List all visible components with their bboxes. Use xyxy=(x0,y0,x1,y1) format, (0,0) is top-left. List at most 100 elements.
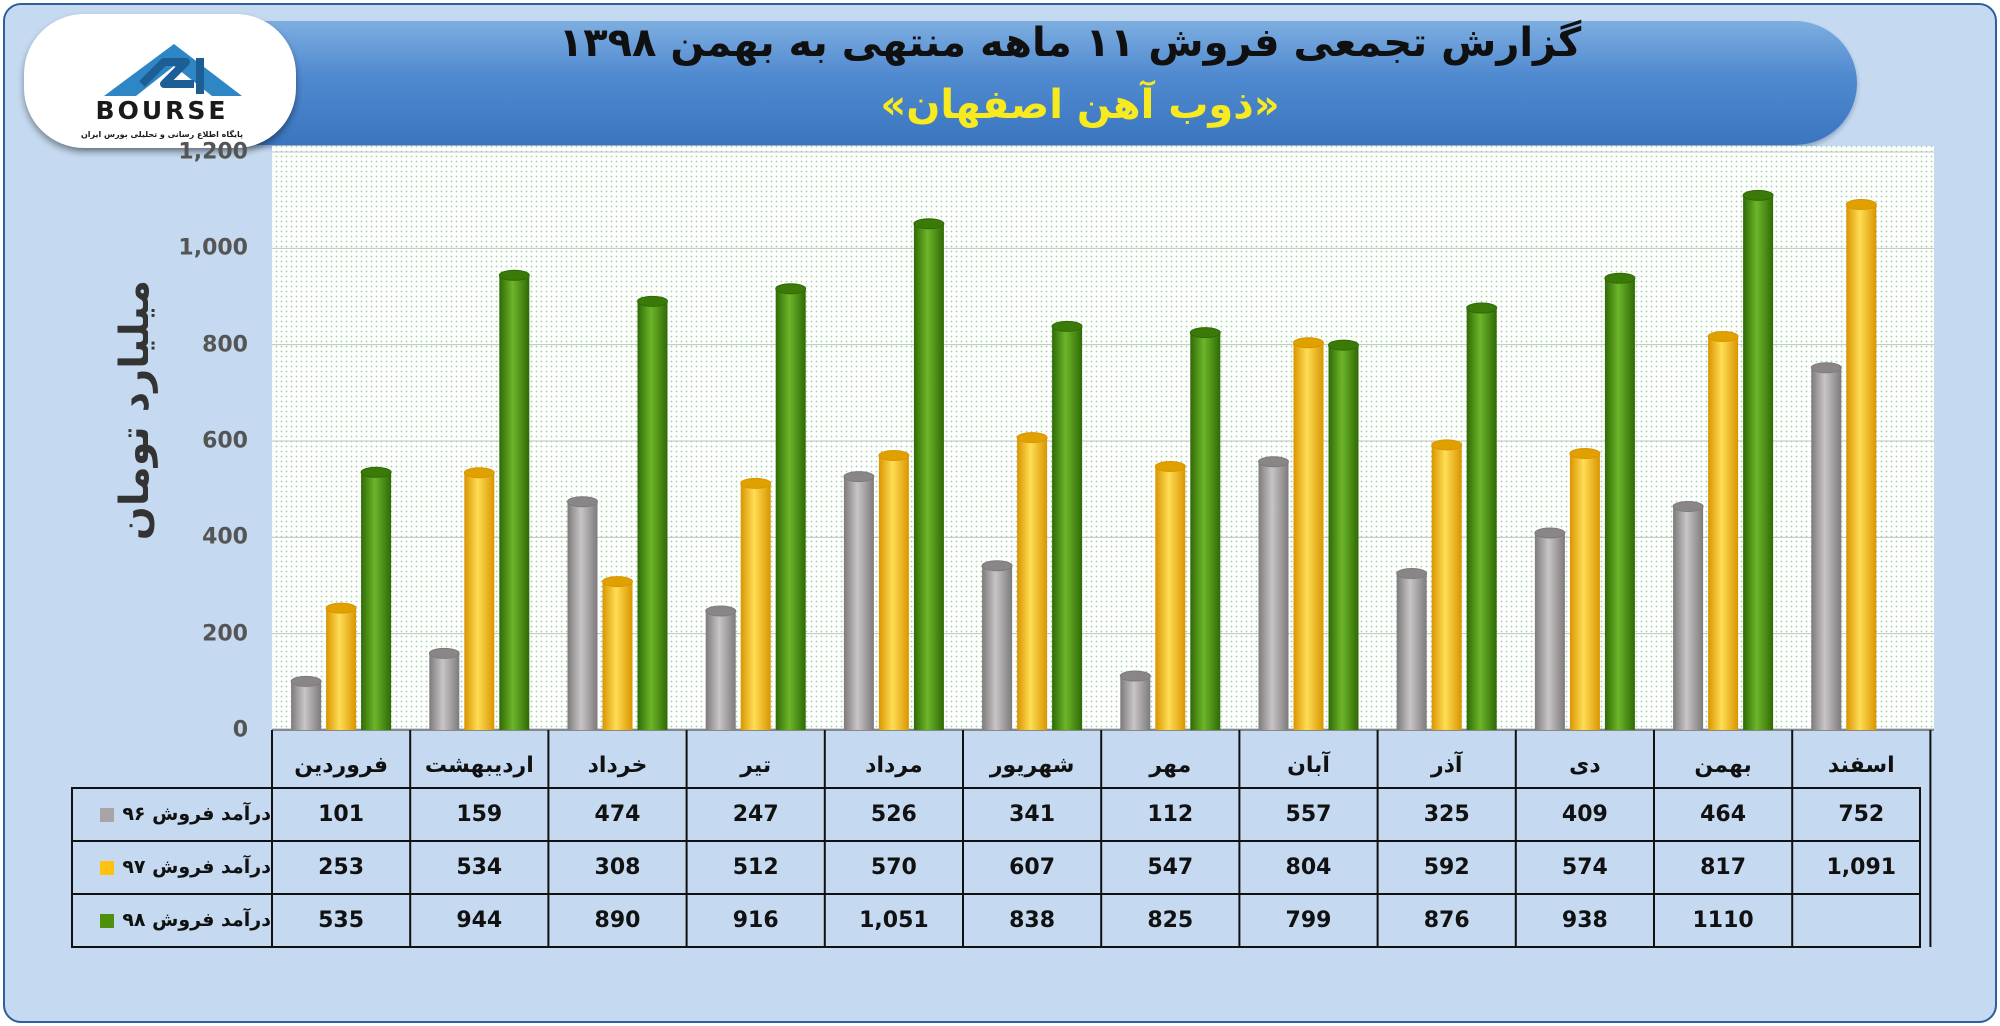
data-label: 799 xyxy=(1285,908,1332,933)
bar-1-12 xyxy=(1810,362,1842,730)
data-label: 159 xyxy=(456,802,503,827)
chart-subtitle: «ذوب آهن اصفهان» xyxy=(880,82,1280,128)
title-banner xyxy=(47,21,1857,145)
bar-2-10 xyxy=(1569,448,1601,730)
legend-swatch xyxy=(100,860,115,875)
bar-2-7 xyxy=(1154,461,1186,730)
x-tick-label: آبان xyxy=(1287,753,1330,778)
plot-area xyxy=(272,146,1934,728)
data-label: 325 xyxy=(1423,802,1470,827)
data-label: 804 xyxy=(1285,855,1332,880)
data-label: 752 xyxy=(1838,802,1885,827)
data-label: 1,091 xyxy=(1826,855,1897,880)
bar-3-2 xyxy=(498,269,530,730)
x-tick-label: اسفند xyxy=(1827,753,1895,778)
y-tick-label: 800 xyxy=(202,332,248,358)
x-tick-label: دی xyxy=(1569,753,1601,778)
bar-2-5 xyxy=(878,449,910,730)
data-label: 838 xyxy=(1009,908,1056,933)
x-tick-label: تیر xyxy=(740,753,772,778)
legend-label: درآمد فروش ۹۸ xyxy=(122,909,271,931)
legend-entry: درآمد فروش ۹۷ xyxy=(75,841,271,894)
bar-1-8 xyxy=(1258,456,1289,730)
legend-label: درآمد فروش ۹۶ xyxy=(122,803,271,825)
data-label: 112 xyxy=(1147,802,1194,827)
legend-swatch xyxy=(100,913,115,928)
data-label: 512 xyxy=(732,855,779,880)
bar-1-2 xyxy=(428,647,460,730)
data-label: 825 xyxy=(1147,908,1194,933)
bar-1-3 xyxy=(567,496,598,730)
legend-swatch xyxy=(100,807,115,822)
x-tick-label: آذر xyxy=(1430,753,1463,778)
data-label: 409 xyxy=(1561,802,1608,827)
data-label: 341 xyxy=(1009,802,1056,827)
chart-title: گزارش تجمعی فروش ۱۱ ماهه منتهی به بهمن ۱… xyxy=(558,20,1582,66)
legend-entry: درآمد فروش ۹۶ xyxy=(75,788,271,841)
bar-3-9 xyxy=(1466,302,1498,730)
data-label: 938 xyxy=(1561,908,1608,933)
bar-3-4 xyxy=(775,283,807,730)
logo-caption: پایگاه اطلاع رسانی و تحلیلی بورس ایران xyxy=(80,130,244,139)
bar-1-7 xyxy=(1119,670,1151,730)
x-tick-label: خرداد xyxy=(587,753,648,778)
data-label: 557 xyxy=(1285,802,1332,827)
y-tick-label: 600 xyxy=(202,428,248,454)
x-tick-label: مهر xyxy=(1149,753,1192,778)
data-label: 944 xyxy=(456,908,503,933)
data-label xyxy=(1792,894,1930,947)
y-tick-label: 1,200 xyxy=(178,139,248,165)
data-label: 890 xyxy=(594,908,641,933)
bar-1-6 xyxy=(981,560,1013,730)
data-label: 1110 xyxy=(1692,908,1754,933)
data-label: 308 xyxy=(594,855,641,880)
data-label: 534 xyxy=(456,855,503,880)
bar-3-8 xyxy=(1328,339,1359,730)
bar-1-4 xyxy=(705,605,737,730)
data-label: 592 xyxy=(1423,855,1470,880)
y-axis-label: میلیارد تومان xyxy=(112,280,158,541)
bar-3-10 xyxy=(1604,272,1636,730)
x-tick-label: بهمن xyxy=(1694,753,1752,778)
y-tick-label: 0 xyxy=(232,717,248,743)
bar-1-9 xyxy=(1396,567,1428,730)
bar-3-7 xyxy=(1189,327,1221,730)
y-tick-label: 200 xyxy=(202,621,248,647)
bar-2-12 xyxy=(1845,199,1877,731)
data-label: 101 xyxy=(318,802,365,827)
data-label: 817 xyxy=(1700,855,1747,880)
bar-2-2 xyxy=(463,467,495,730)
bar-3-6 xyxy=(1051,320,1083,730)
data-label: 247 xyxy=(732,802,779,827)
x-tick-label: فروردین xyxy=(294,753,388,778)
data-label: 253 xyxy=(318,855,365,880)
x-tick-label: مرداد xyxy=(865,753,923,778)
bar-2-6 xyxy=(1016,432,1048,730)
y-tick-label: 1,000 xyxy=(178,235,248,261)
data-label: 526 xyxy=(870,802,917,827)
bar-2-8 xyxy=(1293,337,1324,730)
bar-1-1 xyxy=(290,675,322,730)
bourse-logo-icon xyxy=(104,44,242,96)
data-label: 574 xyxy=(1561,855,1608,880)
legend-label: درآمد فروش ۹۷ xyxy=(122,856,271,878)
bar-2-1 xyxy=(325,602,357,730)
bar-3-1 xyxy=(360,466,392,730)
bar-2-9 xyxy=(1431,439,1463,730)
bar-1-11 xyxy=(1672,501,1704,730)
y-tick-label: 400 xyxy=(202,524,248,550)
data-label: 464 xyxy=(1700,802,1747,827)
legend-entry: درآمد فروش ۹۸ xyxy=(75,894,271,947)
bar-2-11 xyxy=(1707,330,1739,730)
data-label: 916 xyxy=(732,908,779,933)
data-label: 547 xyxy=(1147,855,1194,880)
data-label: 535 xyxy=(318,908,365,933)
data-label: 1,051 xyxy=(859,908,929,933)
data-label: 474 xyxy=(594,802,641,827)
logo-wordmark: BOURSE xyxy=(95,96,229,125)
bar-2-3 xyxy=(602,576,633,730)
x-tick-label: شهریور xyxy=(989,753,1075,778)
bar-1-10 xyxy=(1534,527,1566,730)
bourse-logo: BOURSE پایگاه اطلاع رسانی و تحلیلی بورس … xyxy=(24,14,296,148)
